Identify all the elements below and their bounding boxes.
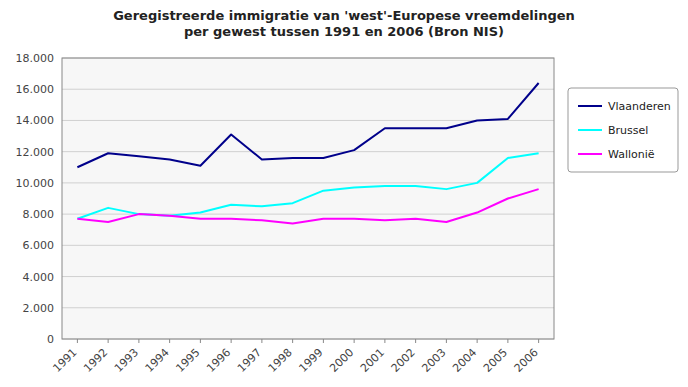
y-tick-label: 12.000 [16,146,55,159]
x-tick-label: 2005 [481,346,510,375]
y-tick-label: 10.000 [16,177,55,190]
title-line: per gewest tussen 1991 en 2006 (Bron NIS… [184,24,504,39]
x-tick [231,339,232,343]
series-group [77,83,538,224]
x-tick [507,339,508,343]
y-tick-label: 4.000 [23,271,55,284]
x-tick-label: 2000 [327,346,356,375]
grid-line [62,182,554,183]
x-tick-label: 2004 [450,346,479,375]
x-tick [138,339,139,343]
title: Geregistreerde immigratie van 'west'-Eur… [113,8,575,39]
x-tick [261,339,262,343]
x-tick-label: 2001 [358,346,387,375]
x-tick-label: 1995 [174,346,203,375]
x-tick [477,339,478,343]
legend-box [568,88,678,172]
x-tick [354,339,355,343]
x-tick-label: 1991 [51,346,80,375]
x-tick [323,339,324,343]
legend-swatch [578,153,602,155]
legend-swatch [578,105,602,107]
legend-label: Brussel [608,124,648,137]
grid-line [62,151,554,152]
x-tick [292,339,293,343]
x-tick-label: 1994 [143,346,172,375]
series-line [77,189,538,223]
x-tick [108,339,109,343]
series-line [77,83,538,167]
x-tick-label: 2006 [512,346,541,375]
x-tick-label: 1999 [297,346,326,375]
y-tick-label: 16.000 [16,83,55,96]
x-tick [538,339,539,343]
x-tick-label: 1998 [266,346,295,375]
x-tick-label: 1992 [81,346,110,375]
plot-area [62,58,554,339]
chart: Geregistreerde immigratie van 'west'-Eur… [0,0,688,387]
y-tick-label: 0 [47,333,54,346]
y-tick-label: 8.000 [23,208,55,221]
x-tick-label: 2002 [389,346,418,375]
x-tick-label: 2003 [420,346,449,375]
y-axis: 0 2.000 4.000 6.000 8.000 10.000 12.000 14.000 1… [16,52,555,346]
legend-label: Wallonië [608,148,655,161]
y-tick-label: 2.000 [23,302,55,315]
series-line [77,153,538,219]
x-tick [200,339,201,343]
x-tick-label: 1993 [112,346,141,375]
legend-label: Vlaanderen [608,100,671,113]
grid-line [62,307,554,308]
y-tick-label: 6.000 [23,239,55,252]
x-tick [415,339,416,343]
x-tick [169,339,170,343]
x-tick-label: 1997 [235,346,264,375]
x-tick-label: 1996 [204,346,233,375]
title-line: Geregistreerde immigratie van 'west'-Eur… [113,8,575,23]
x-tick [384,339,385,343]
x-tick [446,339,447,343]
x-axis: 1991199219931994199519961997199819992000… [51,339,541,375]
x-tick [77,339,78,343]
legend-swatch [578,129,602,131]
grid-line [62,89,554,90]
grid-line [62,276,554,277]
y-tick-label: 14.000 [16,114,55,127]
plot-frame [62,58,554,339]
y-tick-label: 18.000 [16,52,55,65]
legend: Vlaanderen Brussel Wallonië [568,88,678,172]
grid-line [62,245,554,246]
